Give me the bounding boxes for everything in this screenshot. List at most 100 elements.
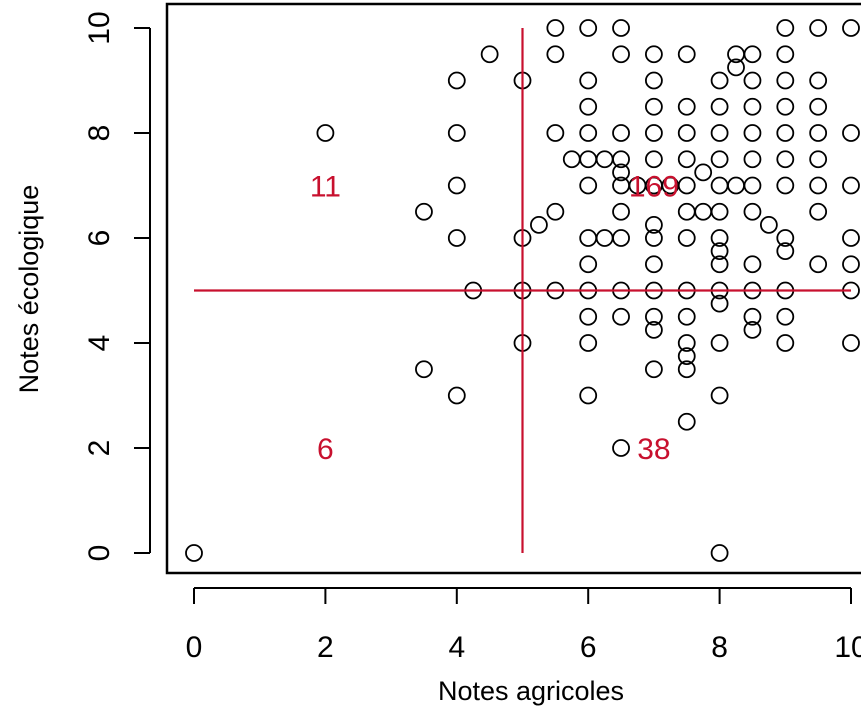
data-point [727, 176, 745, 195]
quadrant-count-label: 11 [310, 171, 341, 204]
data-point [447, 124, 466, 142]
data-point [546, 45, 565, 64]
data-point [809, 255, 828, 274]
data-point [579, 334, 598, 352]
data-point [316, 124, 335, 142]
reference-lines [194, 28, 851, 553]
x-axis: 0 2 4 6 8 10 [186, 587, 861, 664]
y-tick-label: 2 [83, 440, 116, 457]
data-point [612, 150, 630, 169]
y-tick-label: 6 [83, 230, 116, 247]
data-point [415, 202, 433, 221]
data-point [842, 124, 860, 142]
data-point [645, 71, 663, 90]
x-tick-label: 4 [448, 631, 465, 664]
data-point [743, 150, 762, 169]
data-point [579, 19, 598, 37]
data-point [776, 124, 795, 142]
data-point [743, 202, 762, 221]
data-point [612, 307, 630, 326]
data-point [579, 71, 598, 90]
data-points [185, 19, 860, 562]
data-point [579, 386, 598, 405]
quadrant-count-label: 38 [637, 433, 670, 466]
data-point [776, 242, 795, 261]
data-point [710, 294, 729, 313]
data-point [677, 334, 696, 352]
data-point [842, 19, 860, 37]
data-point [677, 45, 696, 64]
data-point [677, 229, 696, 247]
quadrant-count-label: 6 [317, 433, 334, 466]
data-point [809, 202, 828, 221]
data-point [743, 176, 762, 195]
data-point [415, 360, 433, 379]
data-point [743, 320, 762, 339]
data-point [809, 97, 828, 116]
data-point [579, 307, 598, 326]
data-point [645, 97, 663, 116]
data-point [677, 176, 696, 195]
data-point [743, 97, 762, 116]
x-tick-label: 2 [317, 631, 334, 664]
data-point [645, 215, 663, 234]
data-point [776, 45, 795, 64]
x-tick-label: 10 [834, 631, 861, 664]
data-point [710, 229, 729, 247]
data-point [447, 71, 466, 90]
data-point [710, 124, 729, 142]
data-point [677, 124, 696, 142]
data-point [710, 544, 729, 562]
data-point [447, 176, 466, 195]
y-tick-label: 4 [83, 335, 116, 352]
data-point [776, 176, 795, 195]
x-tick-label: 6 [580, 631, 597, 664]
data-point [612, 19, 630, 37]
data-point [710, 255, 729, 274]
data-point [677, 150, 696, 169]
data-point [612, 45, 630, 64]
data-point [546, 202, 565, 221]
data-point [694, 163, 713, 182]
data-point [677, 97, 696, 116]
data-point [710, 334, 729, 352]
data-point [710, 150, 729, 169]
data-point [710, 71, 729, 90]
x-axis-title: Notes agricoles [438, 676, 624, 706]
data-point [776, 334, 795, 352]
data-point [562, 150, 581, 169]
x-tick-label: 8 [711, 631, 728, 664]
data-point [645, 45, 663, 64]
data-point [612, 229, 630, 247]
data-point [612, 124, 630, 142]
data-point [710, 97, 729, 116]
data-point [645, 307, 663, 326]
y-axis: 0 2 4 6 8 10 [83, 11, 151, 561]
data-point [842, 334, 860, 352]
data-point [776, 150, 795, 169]
data-point [595, 150, 614, 169]
data-point [612, 439, 630, 457]
data-point [579, 150, 598, 169]
data-point [842, 229, 860, 247]
data-point [710, 386, 729, 405]
data-point [694, 202, 713, 221]
data-point [809, 150, 828, 169]
y-axis-title: Notes écologique [14, 185, 44, 394]
data-point [530, 215, 548, 234]
data-point [185, 544, 203, 562]
data-point [743, 45, 762, 64]
data-point [645, 124, 663, 142]
data-point [595, 229, 614, 247]
data-point [579, 176, 598, 195]
data-point [645, 320, 663, 339]
data-point [743, 71, 762, 90]
data-point [776, 71, 795, 90]
data-point [727, 58, 745, 77]
data-point [612, 202, 630, 221]
data-point [809, 71, 828, 90]
data-point [677, 412, 696, 431]
data-point [579, 255, 598, 274]
data-point [743, 255, 762, 274]
